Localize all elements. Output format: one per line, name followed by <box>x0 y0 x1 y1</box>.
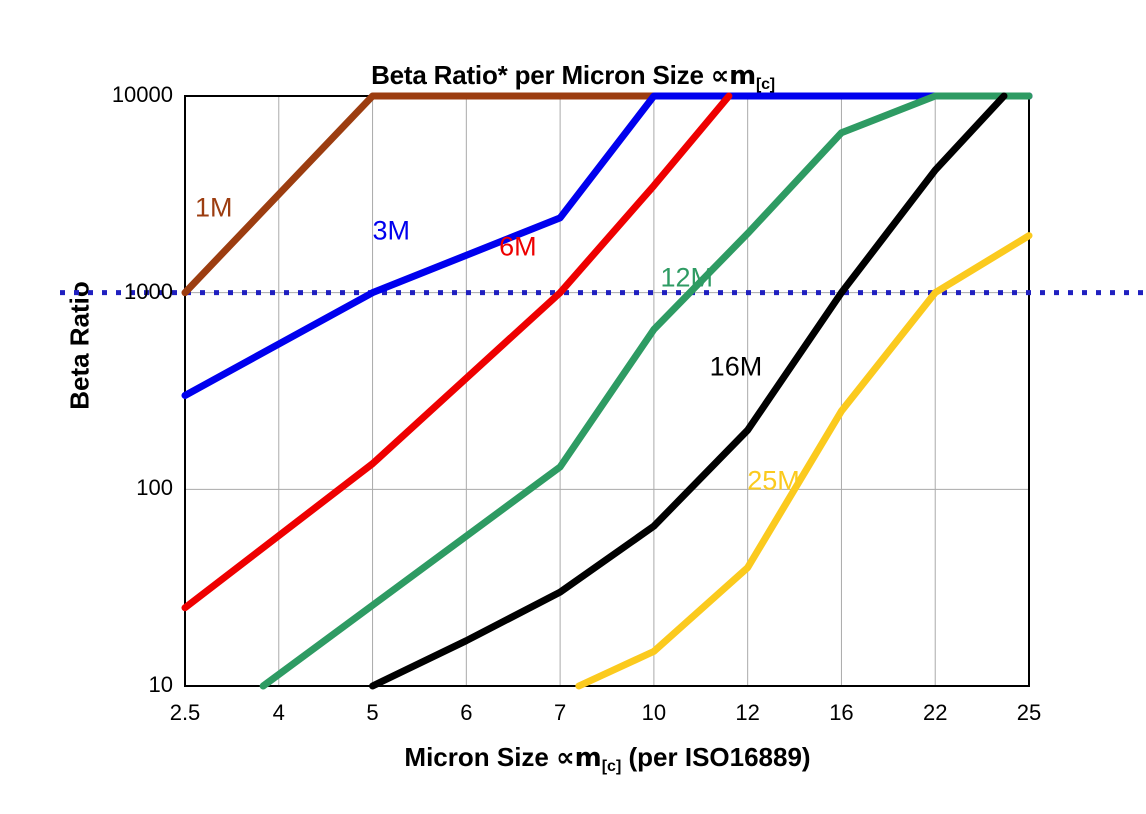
series-label-16M: 16M <box>709 351 763 382</box>
x-tick-text: 7 <box>553 700 567 725</box>
series-label-6M: 6M <box>499 231 537 262</box>
series-line-16M[interactable] <box>369 92 1008 690</box>
x-tick-text: 22 <box>922 700 948 725</box>
series-line-12M[interactable] <box>259 92 1033 690</box>
x-tick-text: 6 <box>460 700 473 725</box>
chart-title: Beta Ratio* per Micron Size ∝m[c] <box>0 60 1146 94</box>
x-axis-title-tail: (per ISO16889) <box>621 742 811 772</box>
y-tick-text: 100 <box>136 475 173 501</box>
chart-title-subscript: [c] <box>755 75 775 93</box>
x-tick-text: 25 <box>1016 700 1042 725</box>
x-axis-title: Micron Size ∝m[c] (per ISO16889) <box>185 742 1030 776</box>
series-line-3M[interactable] <box>181 92 1033 399</box>
x-axis-title-main: Micron Size <box>404 742 557 772</box>
series-label-3M: 3M <box>372 215 411 246</box>
y-tick-text: 10 <box>148 672 173 697</box>
series-label-12M: 12M <box>660 262 713 293</box>
x-tick-text: 4 <box>272 700 285 725</box>
x-tick-text: 5 <box>366 700 379 725</box>
x-axis-title-symbol: ∝m <box>556 743 602 773</box>
series-label-25M: 25M <box>747 465 800 496</box>
x-tick-text: 2.5 <box>169 700 201 725</box>
series-line-1M[interactable] <box>181 92 1033 297</box>
chart-title-symbol: ∝m <box>710 61 756 91</box>
series-line-25M[interactable] <box>575 232 1033 690</box>
chart-title-main: Beta Ratio* per Micron Size <box>371 60 711 90</box>
y-tick-text: 10000 <box>111 82 173 107</box>
x-tick-text: 12 <box>735 700 760 725</box>
y-tick-text: 1000 <box>124 278 173 304</box>
plot-frame <box>184 95 1030 687</box>
x-axis-title-subscript: [c] <box>601 757 622 775</box>
x-tick-text: 10 <box>641 700 667 725</box>
x-tick-text: 16 <box>829 700 854 725</box>
series-line-6M[interactable] <box>181 92 733 612</box>
series-label-1M: 1M <box>194 192 233 223</box>
